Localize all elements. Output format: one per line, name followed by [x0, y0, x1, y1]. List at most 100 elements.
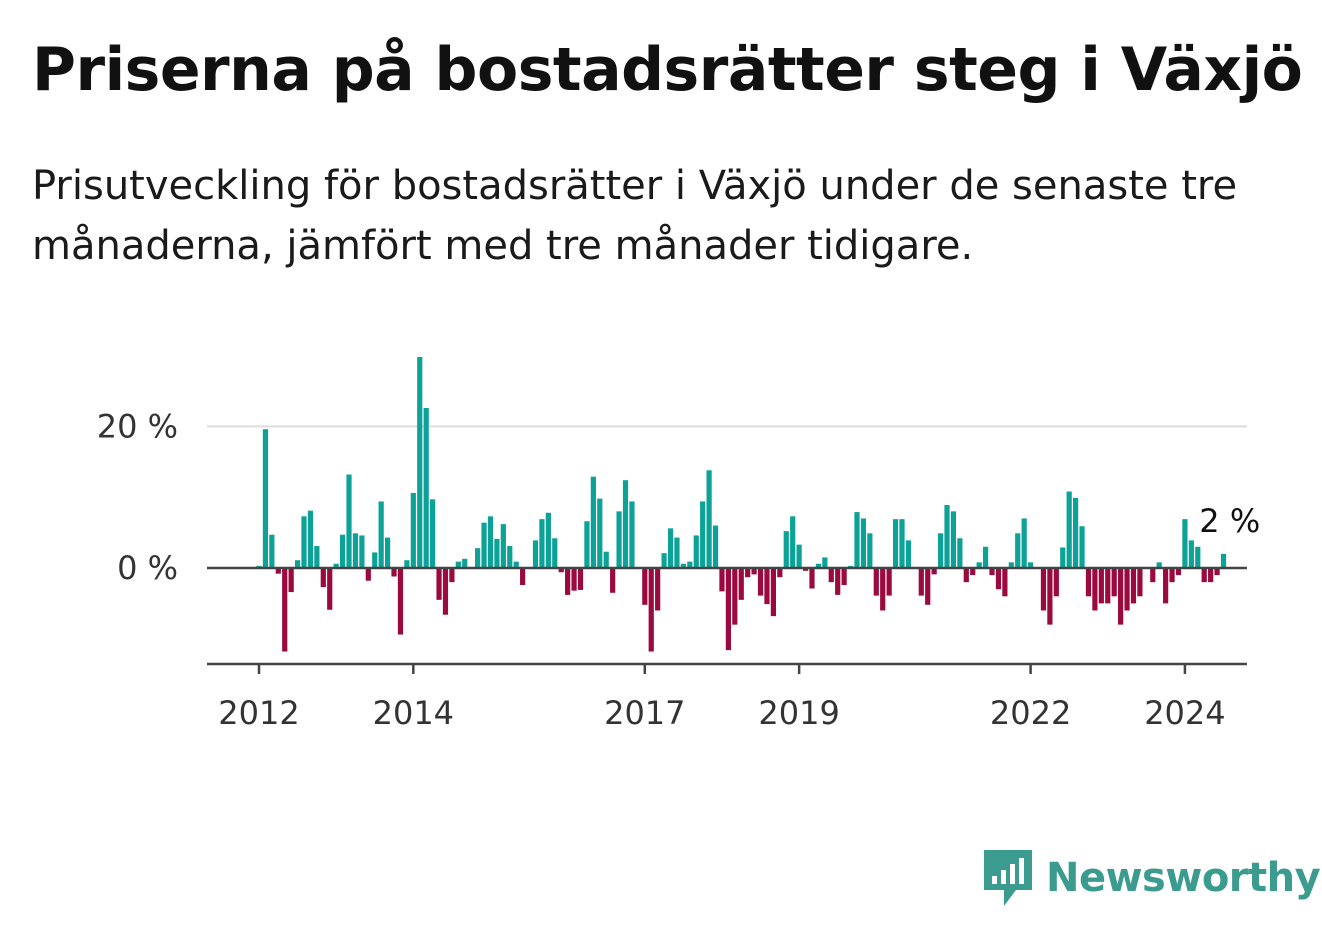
bar — [751, 568, 757, 575]
bar — [667, 528, 674, 568]
bar — [770, 568, 776, 617]
bar — [712, 525, 719, 568]
bar — [745, 568, 751, 578]
bar — [1201, 568, 1207, 583]
bar — [822, 557, 828, 568]
bar — [925, 568, 931, 605]
bar — [802, 568, 809, 571]
bar-series — [256, 357, 1227, 652]
bar — [1124, 568, 1130, 611]
bar — [648, 568, 654, 652]
bar — [860, 518, 867, 568]
bar — [738, 568, 744, 600]
bar — [584, 521, 590, 568]
bar — [764, 568, 770, 605]
bar — [790, 516, 796, 568]
axes — [207, 566, 1247, 674]
bar — [1214, 568, 1220, 576]
bar — [1188, 540, 1194, 568]
bar — [417, 357, 423, 568]
bar — [918, 568, 924, 596]
bar — [1053, 568, 1059, 597]
bar — [365, 568, 371, 581]
bar — [1156, 562, 1162, 568]
bar — [796, 544, 802, 568]
bar — [989, 568, 995, 576]
chart-subtitle: Prisutveckling för bostadsrätter i Växjö… — [32, 163, 1238, 269]
bar — [410, 492, 416, 568]
bar — [725, 568, 731, 651]
bar — [1002, 568, 1008, 597]
bar — [1118, 568, 1124, 625]
bar — [339, 534, 346, 568]
x-tick-label: 2019 — [758, 694, 839, 732]
bar — [622, 480, 629, 568]
bar — [404, 560, 410, 568]
bar — [995, 568, 1002, 590]
bar — [577, 568, 584, 590]
bar — [1150, 568, 1156, 583]
bar — [905, 540, 912, 568]
bar — [892, 519, 899, 568]
bar — [886, 568, 892, 596]
bar — [1130, 568, 1137, 604]
bar — [603, 551, 609, 568]
x-tick-label: 2012 — [218, 694, 299, 732]
bar — [487, 516, 494, 568]
bar — [1175, 568, 1182, 576]
bar — [835, 568, 841, 595]
bar — [1047, 568, 1053, 625]
tick-labels: 0 % 20 % 2012 2014 2017 2019 2022 2024 2 % — [97, 407, 1261, 732]
bar — [481, 522, 487, 568]
bar — [333, 563, 339, 568]
bar — [275, 568, 281, 574]
chart-title: Priserna på bostadsrätter steg i Växjö — [32, 35, 1303, 105]
bar — [982, 546, 989, 568]
bar — [385, 537, 391, 568]
bar — [423, 407, 429, 568]
bar — [1028, 562, 1034, 568]
bar — [1208, 568, 1214, 583]
bar — [642, 568, 648, 605]
bar — [307, 510, 314, 568]
bar — [616, 511, 622, 568]
bar — [455, 561, 461, 568]
bar — [944, 504, 950, 568]
bar — [777, 568, 783, 578]
bar — [430, 499, 436, 568]
bar — [809, 568, 815, 589]
bar — [359, 535, 365, 568]
bar — [655, 568, 661, 611]
bar — [937, 533, 944, 568]
bar — [552, 538, 558, 568]
bar — [873, 568, 879, 596]
bar — [706, 470, 712, 568]
bar — [610, 568, 616, 593]
bar — [301, 516, 307, 568]
bar — [732, 568, 738, 625]
bar — [590, 476, 596, 568]
bar — [1098, 568, 1104, 604]
bar — [661, 553, 667, 568]
bar — [565, 568, 571, 595]
bar — [1182, 519, 1188, 568]
bar — [1137, 568, 1143, 597]
bar — [629, 501, 635, 568]
bar — [571, 568, 577, 591]
bar — [1163, 568, 1169, 604]
bar — [963, 568, 969, 583]
bar — [558, 568, 564, 573]
bar — [1092, 568, 1098, 611]
bar — [494, 538, 500, 568]
bar — [783, 531, 789, 568]
bar — [815, 563, 822, 568]
bar — [282, 568, 288, 652]
bar — [346, 474, 352, 568]
bar — [520, 568, 526, 585]
bar — [854, 512, 860, 568]
bar — [1073, 497, 1079, 568]
bar — [500, 524, 506, 568]
bar — [449, 568, 455, 583]
bar — [442, 568, 449, 615]
bar — [1169, 568, 1175, 583]
